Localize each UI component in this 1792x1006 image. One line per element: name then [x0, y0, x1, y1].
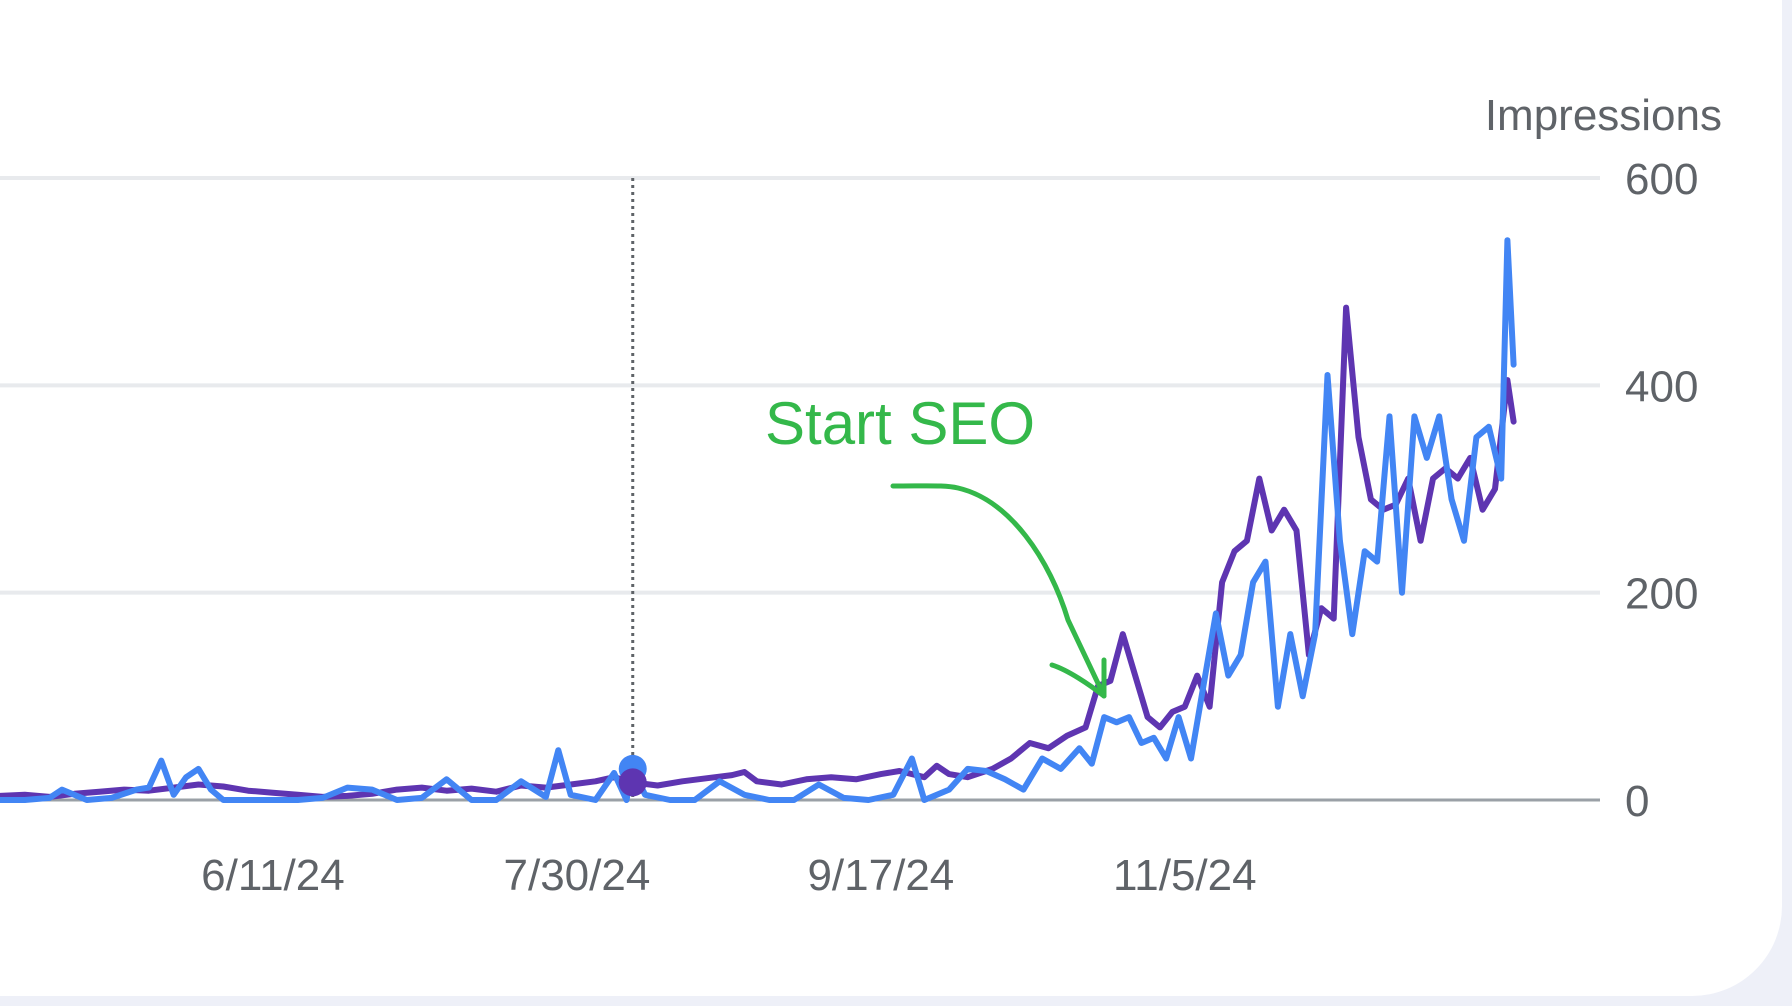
y-tick-label-400: 400	[1625, 362, 1698, 411]
annotation: Start SEO	[765, 390, 1107, 699]
gridlines	[0, 176, 1600, 802]
x-tick-label-11-5-24: 11/5/24	[1113, 851, 1257, 900]
x-tick-label-9-17-24: 9/17/24	[807, 851, 954, 900]
y-tick-label-200: 200	[1625, 570, 1698, 619]
y-tick-label-0: 0	[1625, 777, 1649, 826]
x-tick-label-7-30-24: 7/30/24	[504, 851, 651, 900]
hover-point-series-1	[618, 768, 647, 797]
y-axis-title: Impressions	[1485, 91, 1722, 140]
annotation-label: Start SEO	[765, 390, 1035, 457]
x-tick-label-6-11-24: 6/11/24	[201, 851, 345, 900]
series-group	[0, 237, 1517, 803]
annotation-arrow	[890, 483, 1107, 699]
annotation-arrowhead	[1049, 657, 1107, 699]
x-axis-tick-labels: 6/11/24 7/30/24 9/17/24 11/5/24	[201, 851, 1256, 900]
y-tick-label-600: 600	[1625, 155, 1698, 204]
series-line-2	[0, 237, 1517, 803]
y-axis-tick-labels: 0 200 400 600	[1625, 155, 1698, 826]
series-line-1	[0, 304, 1517, 800]
